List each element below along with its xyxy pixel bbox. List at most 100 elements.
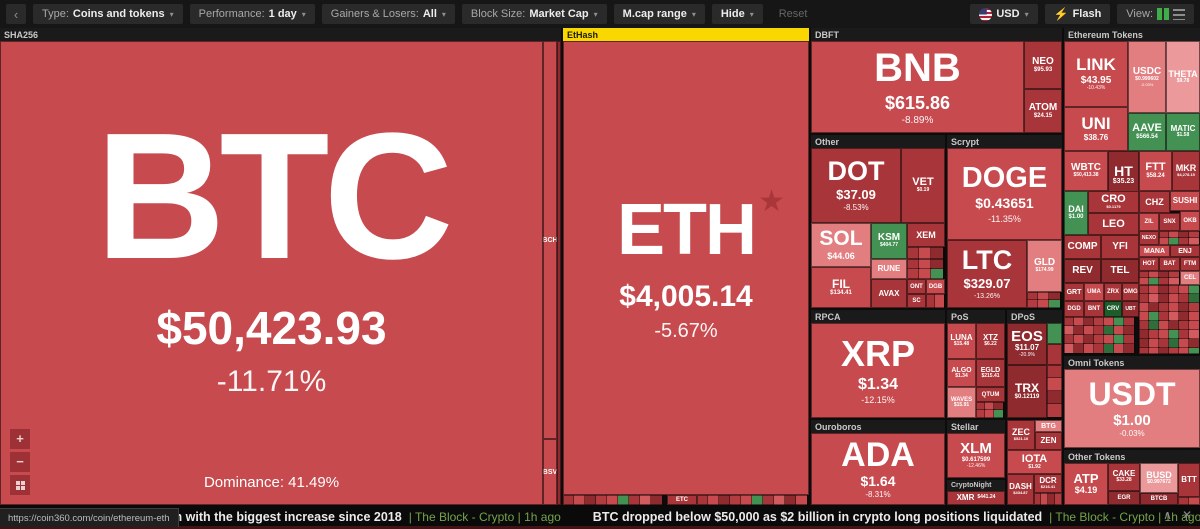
tile-zil[interactable]: ZIL <box>1139 213 1159 231</box>
tile-avax[interactable]: AVAX <box>871 279 907 308</box>
tiny-coin-tiles[interactable] <box>1047 365 1062 418</box>
tile-sc[interactable]: SC <box>907 294 926 308</box>
tile-hot[interactable]: HOT <box>1139 257 1159 271</box>
tile-okb[interactable]: OKB <box>1180 211 1200 231</box>
filter-block-size[interactable]: Block Size: Market Cap ▾ <box>461 4 607 24</box>
filter-mcap-range[interactable]: M.cap range ▾ <box>613 4 705 24</box>
tile-bsv[interactable]: BSV <box>543 439 557 505</box>
zoom-out-button[interactable]: − <box>10 452 30 472</box>
tile-luna[interactable]: LUNA $15.48 <box>947 323 976 359</box>
tile-crv[interactable]: CRV <box>1104 301 1122 317</box>
section-header-stellar[interactable]: Stellar <box>947 420 1005 433</box>
tile-aave[interactable]: AAVE $566.54 <box>1128 113 1166 151</box>
tile-wbtc[interactable]: WBTC $50,413.38 <box>1064 151 1108 191</box>
tile-ubt[interactable]: UBT <box>1122 301 1139 317</box>
tile-omg[interactable]: OMG <box>1122 283 1139 301</box>
tile-nexo[interactable]: NEXO <box>1139 231 1159 245</box>
tile-btg[interactable]: BTG <box>1035 420 1062 432</box>
grid-view-icon[interactable] <box>1157 8 1169 20</box>
section-header-ethash[interactable]: EtHash <box>563 28 809 41</box>
tile-leo[interactable]: LEO <box>1088 213 1139 235</box>
collapse-ticker-icon[interactable]: ∧ <box>1163 508 1172 522</box>
tile-dgb[interactable]: DGB <box>926 279 945 294</box>
filter-performance[interactable]: Performance: 1 day ▾ <box>189 4 315 24</box>
tile-btc[interactable]: BTC $50,423.93 -11.71% Dominance: 41.49%… <box>0 41 543 505</box>
tile-cro[interactable]: CRO $0.1179 <box>1088 191 1139 213</box>
section-header-ethereum-tokens[interactable]: Ethereum Tokens <box>1064 28 1200 41</box>
tile-snx[interactable]: SNX <box>1159 213 1180 231</box>
tile-algo[interactable]: ALGO $1.34 <box>947 359 976 387</box>
section-header-other-tokens[interactable]: Other Tokens <box>1064 450 1200 463</box>
tile-usdt[interactable]: USDT $1.00 -0.03% <box>1064 369 1200 448</box>
section-header-pos[interactable]: PoS <box>947 310 1005 323</box>
tile-fil[interactable]: FIL $134.41 <box>811 267 871 308</box>
tile-xmr[interactable]: XMR $441.24 <box>947 491 1005 505</box>
tile-atp[interactable]: ATP $4.19 <box>1064 463 1108 505</box>
tile-cake[interactable]: CAKE $33.28 <box>1108 463 1140 491</box>
tile-dcr[interactable]: DCR $216.41 <box>1034 474 1062 493</box>
filter-gainers-losers[interactable]: Gainers & Losers: All ▾ <box>321 4 455 24</box>
tile-btt[interactable]: BTT <box>1178 463 1200 497</box>
tiny-coin-tiles[interactable] <box>1139 271 1180 285</box>
tile-sol[interactable]: SOL $44.06 <box>811 223 871 267</box>
back-chevron-button[interactable]: ‹ <box>6 4 26 24</box>
tile-rev[interactable]: REV <box>1064 259 1101 283</box>
section-header-sha256[interactable]: SHA256 <box>0 28 561 41</box>
tile-sha256-sliver[interactable] <box>557 41 561 505</box>
tile-yfi[interactable]: YFI <box>1101 235 1139 259</box>
tile-xrp[interactable]: XRP $1.34 -12.15% <box>811 323 945 418</box>
tile-vet[interactable]: VET $0.19 <box>901 148 945 223</box>
tiny-coin-tiles[interactable] <box>1027 292 1062 308</box>
tile-dot[interactable]: DOT $37.09 -8.53% <box>811 148 901 223</box>
tile-egld[interactable]: EGLD $215.41 <box>976 359 1005 387</box>
tile-cel[interactable]: CEL <box>1180 271 1200 285</box>
filter-type[interactable]: Type: Coins and tokens ▾ <box>33 4 183 24</box>
tile-iota[interactable]: IOTA $1.92 <box>1007 450 1062 474</box>
section-header-dpos[interactable]: DPoS <box>1007 310 1062 323</box>
tile-qtum[interactable]: QTUM <box>976 387 1005 402</box>
fullscreen-button[interactable] <box>10 475 30 495</box>
tile-ada[interactable]: ADA $1.64 -8.31% <box>811 433 945 505</box>
tile-egr[interactable]: EGR <box>1108 491 1140 505</box>
zoom-in-button[interactable]: + <box>10 429 30 449</box>
tile-grt[interactable]: GRT <box>1064 283 1084 301</box>
tile-link[interactable]: LINK $43.95 -10.43% <box>1064 41 1128 107</box>
tile-ont[interactable]: ONT <box>907 279 926 294</box>
tiny-coin-tiles[interactable] <box>1034 493 1062 505</box>
tile-enj[interactable]: ENJ <box>1170 245 1200 257</box>
tile-gld[interactable]: GLD $174.99 <box>1027 240 1062 292</box>
tile-zrx[interactable]: ZRX <box>1104 283 1122 301</box>
tile-etc[interactable]: ETC <box>667 495 697 505</box>
tile-bch[interactable]: BCH <box>543 41 557 439</box>
tile-bat[interactable]: BAT <box>1159 257 1180 271</box>
flash-button[interactable]: ⚡ Flash <box>1044 4 1111 24</box>
tiny-coin-tiles[interactable] <box>976 402 1005 418</box>
tile-uma[interactable]: UMA <box>1084 283 1104 301</box>
tile-busd[interactable]: BUSD $0.997672 <box>1140 463 1178 493</box>
section-header-dbft[interactable]: DBFT <box>811 28 1062 41</box>
section-header-scrypt[interactable]: Scrypt <box>947 135 1062 148</box>
filter-hide[interactable]: Hide ▾ <box>711 4 763 24</box>
list-view-icon[interactable] <box>1173 8 1185 20</box>
tile-btcb[interactable]: BTCB <box>1140 493 1178 505</box>
tile-dai[interactable]: DAI $1.00 <box>1064 191 1088 235</box>
tile-chz[interactable]: CHZ <box>1139 191 1170 213</box>
tile-sushi[interactable]: SUSHI <box>1170 191 1200 211</box>
tiny-coin-tiles[interactable] <box>907 259 945 279</box>
tiny-coin-tiles[interactable] <box>907 247 945 259</box>
section-header-ouroboros[interactable]: Ouroboros <box>811 420 945 433</box>
tile-uni[interactable]: UNI $38.76 <box>1064 107 1128 151</box>
tiny-coin-tiles[interactable] <box>697 495 809 505</box>
tile-dgd[interactable]: DGD <box>1064 301 1084 317</box>
tiny-coin-tiles[interactable] <box>1178 497 1200 505</box>
tile-usdc[interactable]: USDC $0.999602 -0.03% <box>1128 41 1166 113</box>
section-header-rpca[interactable]: RPCA <box>811 310 945 323</box>
tile-eos[interactable]: EOS $11.07 -20.9% <box>1007 323 1047 365</box>
tile-doge[interactable]: DOGE $0.43651 -11.35% <box>947 148 1062 240</box>
tile-bnt[interactable]: BNT <box>1084 301 1104 317</box>
tile-small-gainer[interactable] <box>1047 323 1062 344</box>
section-header-other[interactable]: Other <box>811 135 945 148</box>
close-ticker-icon[interactable]: ✕ <box>1181 508 1192 522</box>
tiny-coin-tiles[interactable] <box>1159 231 1200 245</box>
section-header-omni-tokens[interactable]: Omni Tokens <box>1064 356 1200 369</box>
